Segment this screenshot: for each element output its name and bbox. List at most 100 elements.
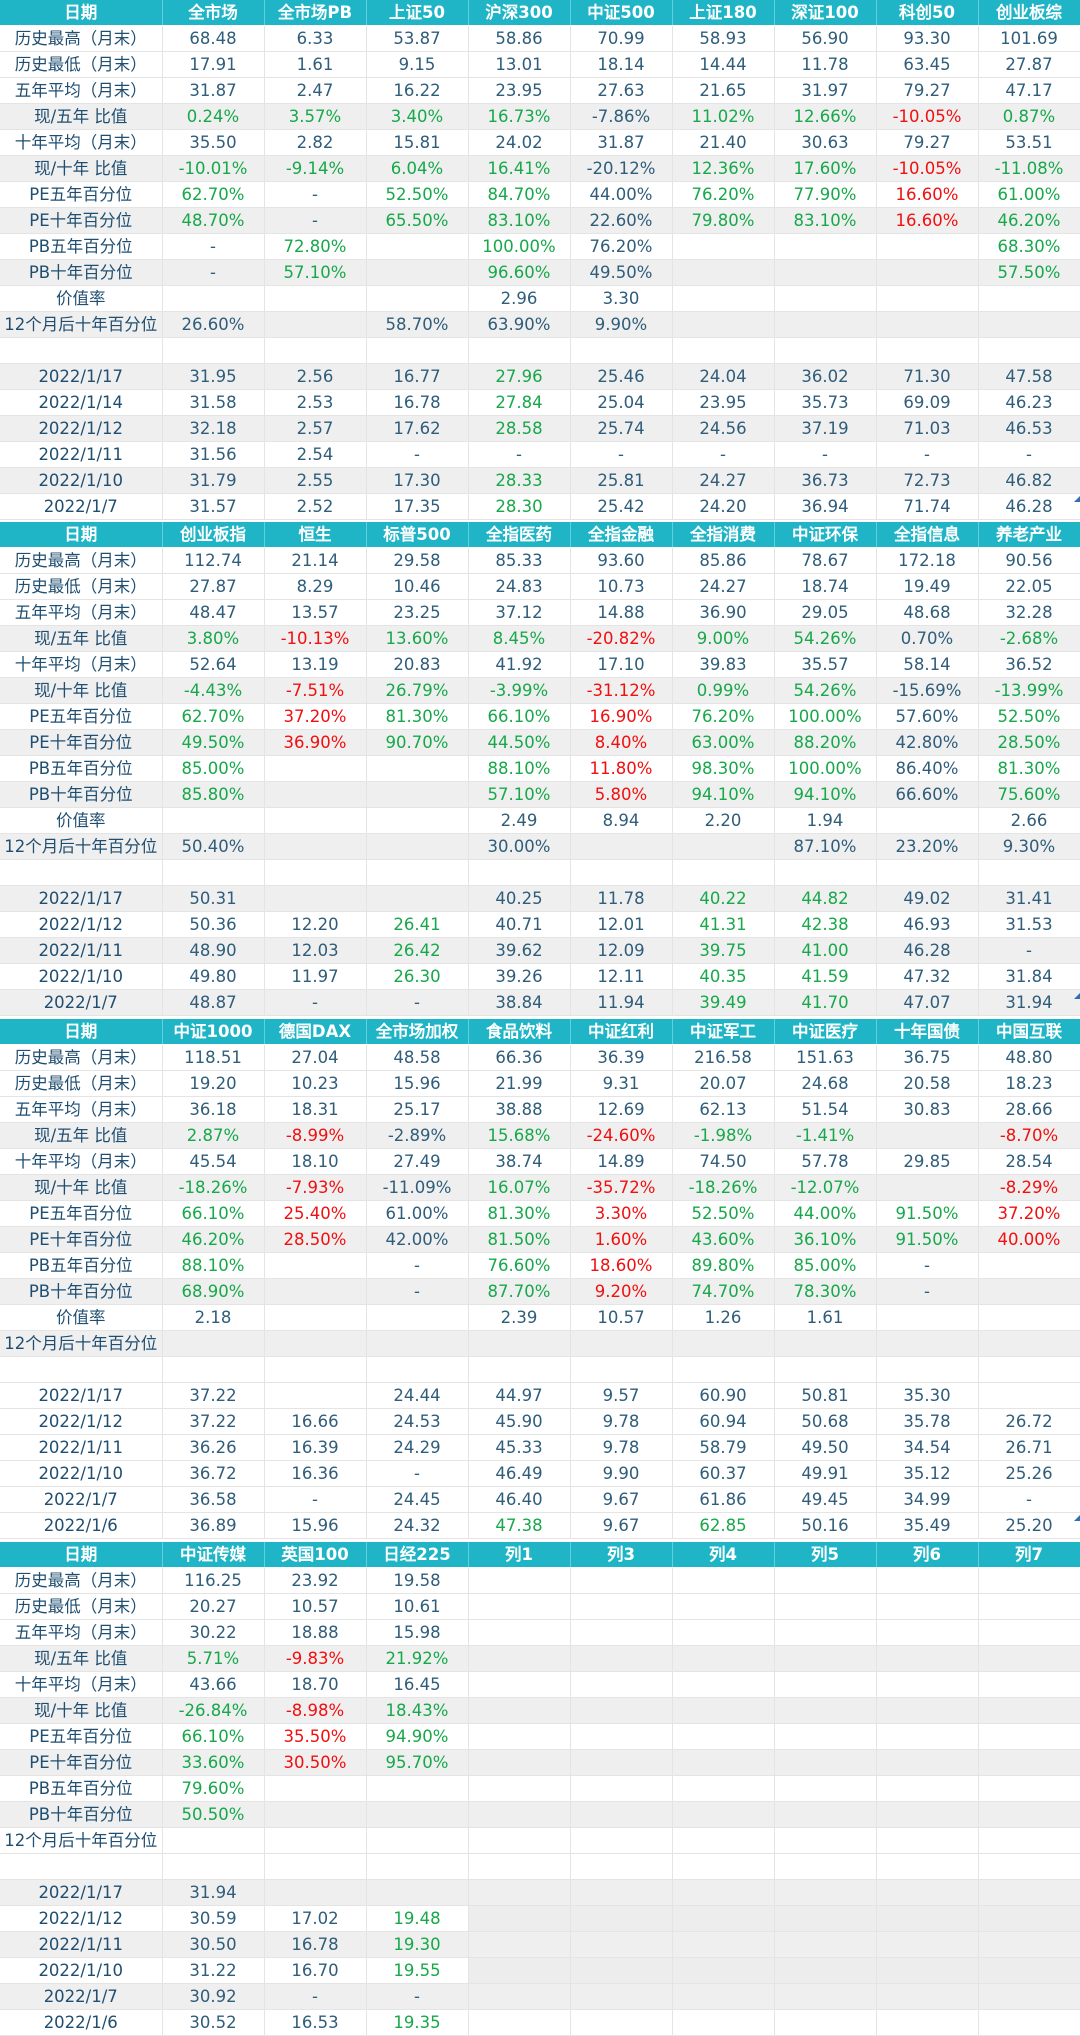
table-cell[interactable]: 88.10% — [468, 755, 571, 782]
table-cell[interactable] — [468, 859, 571, 886]
table-cell[interactable]: 48.70% — [162, 207, 265, 234]
table-cell[interactable] — [264, 755, 367, 782]
table-cell[interactable]: 16.07% — [468, 1174, 571, 1201]
table-cell[interactable]: 37.22 — [162, 1408, 265, 1435]
table-cell[interactable] — [774, 1697, 877, 1724]
table-cell[interactable]: -20.12% — [570, 155, 673, 182]
table-cell[interactable]: -10.01% — [162, 155, 265, 182]
table-cell[interactable] — [774, 1356, 877, 1383]
table-cell[interactable]: 87.10% — [774, 833, 877, 860]
table-cell[interactable]: 85.80% — [162, 781, 265, 808]
table-cell[interactable]: 79.27 — [876, 129, 979, 156]
table-cell[interactable]: 83.10% — [468, 207, 571, 234]
table-cell[interactable]: 94.90% — [366, 1723, 469, 1750]
table-cell[interactable]: 12.09 — [570, 937, 673, 964]
table-cell[interactable]: 29.85 — [876, 1148, 979, 1175]
table-cell[interactable]: 44.97 — [468, 1382, 571, 1409]
table-cell[interactable]: 1.61 — [264, 51, 367, 78]
column-header[interactable]: 列6 — [876, 1542, 979, 1568]
table-cell[interactable]: 46.40 — [468, 1486, 571, 1513]
table-cell[interactable]: 60.94 — [672, 1408, 775, 1435]
table-cell[interactable] — [774, 1931, 877, 1958]
table-cell[interactable] — [876, 1853, 979, 1880]
table-cell[interactable]: 24.29 — [366, 1434, 469, 1461]
table-cell[interactable]: 47.32 — [876, 963, 979, 990]
table-cell[interactable]: 98.30% — [672, 755, 775, 782]
table-cell[interactable]: 49.50% — [570, 259, 673, 286]
table-cell[interactable]: 2.20 — [672, 807, 775, 834]
table-cell[interactable]: -10.05% — [876, 103, 979, 130]
table-cell[interactable] — [570, 1723, 673, 1750]
table-cell[interactable] — [366, 781, 469, 808]
table-cell[interactable] — [468, 337, 571, 364]
table-cell[interactable] — [570, 1593, 673, 1620]
table-cell[interactable] — [672, 1879, 775, 1906]
column-header[interactable]: 上证50 — [366, 0, 469, 26]
row-label[interactable]: 价值率 — [0, 1304, 163, 1331]
table-cell[interactable]: 2.53 — [264, 389, 367, 416]
row-label[interactable]: 十年平均（月末） — [0, 1148, 163, 1175]
column-header[interactable]: 中证环保 — [774, 522, 877, 548]
table-cell[interactable] — [978, 1827, 1080, 1854]
table-cell[interactable]: 2.47 — [264, 77, 367, 104]
table-cell[interactable]: 40.00% — [978, 1226, 1080, 1253]
table-cell[interactable]: 30.83 — [876, 1096, 979, 1123]
table-cell[interactable]: 48.87 — [162, 989, 265, 1016]
table-cell[interactable]: 18.23 — [978, 1070, 1080, 1097]
table-cell[interactable]: 13.57 — [264, 599, 367, 626]
table-cell[interactable]: -7.86% — [570, 103, 673, 130]
table-cell[interactable] — [876, 1356, 979, 1383]
row-label[interactable]: PE十年百分位 — [0, 729, 163, 756]
table-cell[interactable] — [468, 1671, 571, 1698]
table-cell[interactable]: 43.60% — [672, 1226, 775, 1253]
table-cell[interactable]: 20.07 — [672, 1070, 775, 1097]
table-cell[interactable] — [264, 1356, 367, 1383]
table-cell[interactable]: 25.42 — [570, 493, 673, 520]
table-cell[interactable] — [366, 1775, 469, 1802]
table-cell[interactable]: 49.80 — [162, 963, 265, 990]
table-cell[interactable]: 46.53 — [978, 415, 1080, 442]
table-cell[interactable]: 51.54 — [774, 1096, 877, 1123]
table-cell[interactable]: 79.60% — [162, 1775, 265, 1802]
table-cell[interactable] — [774, 1723, 877, 1750]
table-cell[interactable] — [570, 1801, 673, 1828]
table-cell[interactable] — [264, 859, 367, 886]
table-cell[interactable] — [876, 1593, 979, 1620]
table-cell[interactable]: 30.22 — [162, 1619, 265, 1646]
table-cell[interactable]: - — [162, 259, 265, 286]
table-cell[interactable]: 65.50% — [366, 207, 469, 234]
row-label[interactable]: 十年平均（月末） — [0, 1671, 163, 1698]
table-cell[interactable]: 58.93 — [672, 25, 775, 52]
row-label[interactable]: 价值率 — [0, 807, 163, 834]
table-cell[interactable]: 46.93 — [876, 911, 979, 938]
row-label[interactable]: PB十年百分位 — [0, 1801, 163, 1828]
table-cell[interactable]: 36.89 — [162, 1512, 265, 1539]
table-cell[interactable]: -12.07% — [774, 1174, 877, 1201]
table-cell[interactable]: 5.80% — [570, 781, 673, 808]
table-cell[interactable]: 9.90 — [570, 1460, 673, 1487]
row-label[interactable]: PB十年百分位 — [0, 259, 163, 286]
table-cell[interactable]: 31.58 — [162, 389, 265, 416]
table-cell[interactable] — [570, 1645, 673, 1672]
table-cell[interactable]: 31.79 — [162, 467, 265, 494]
table-cell[interactable] — [570, 1749, 673, 1776]
table-cell[interactable]: 28.54 — [978, 1148, 1080, 1175]
table-cell[interactable] — [468, 2009, 571, 2036]
header-date[interactable]: 日期 — [0, 522, 163, 548]
table-cell[interactable]: 71.74 — [876, 493, 979, 520]
table-cell[interactable]: 39.83 — [672, 651, 775, 678]
table-cell[interactable]: 41.92 — [468, 651, 571, 678]
table-cell[interactable]: 35.50% — [264, 1723, 367, 1750]
table-cell[interactable]: - — [978, 441, 1080, 468]
table-cell[interactable]: - — [366, 1252, 469, 1279]
table-cell[interactable]: 25.40% — [264, 1200, 367, 1227]
table-cell[interactable]: 52.50% — [672, 1200, 775, 1227]
table-cell[interactable]: 10.23 — [264, 1070, 367, 1097]
table-cell[interactable]: 2.87% — [162, 1122, 265, 1149]
table-cell[interactable] — [876, 285, 979, 312]
table-cell[interactable] — [978, 1304, 1080, 1331]
table-cell[interactable] — [570, 1330, 673, 1357]
table-cell[interactable]: 56.90 — [774, 25, 877, 52]
table-cell[interactable]: 26.42 — [366, 937, 469, 964]
table-cell[interactable]: 3.30 — [570, 285, 673, 312]
